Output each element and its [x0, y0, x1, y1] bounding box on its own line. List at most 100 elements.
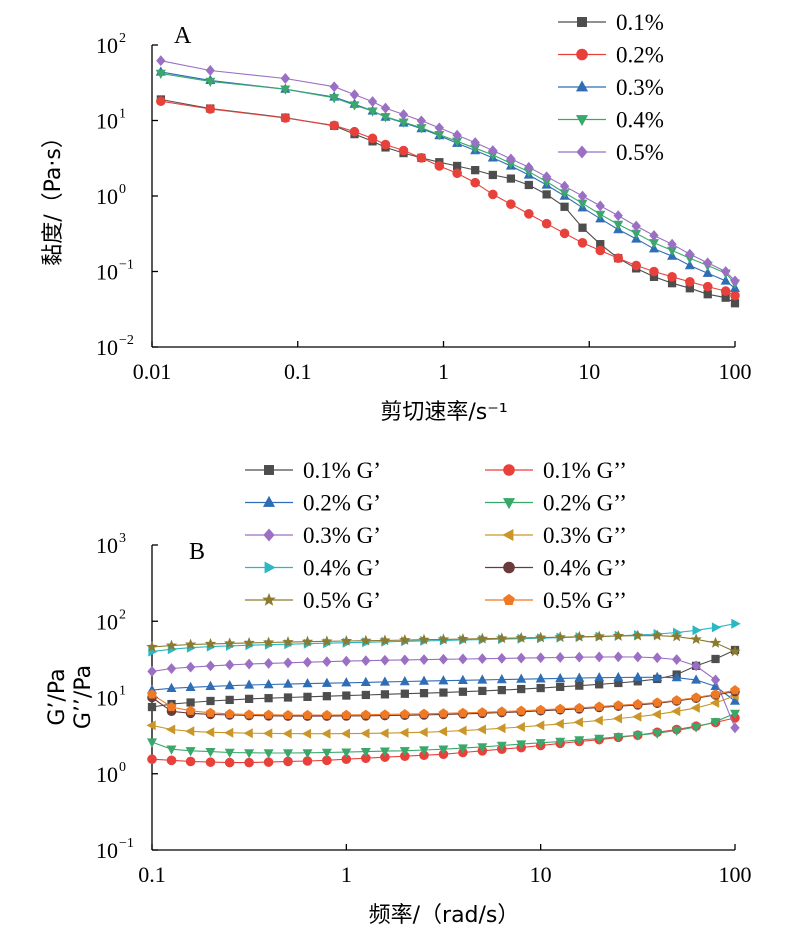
data-point	[488, 145, 498, 156]
data-point	[263, 749, 274, 759]
data-point	[555, 672, 566, 683]
x-tick-label: 0.1	[138, 862, 166, 887]
y-tick-label: 10	[96, 762, 118, 787]
legend-label: 0.4%	[616, 108, 664, 133]
series-4	[155, 69, 741, 289]
data-point	[224, 708, 235, 719]
data-point	[613, 671, 624, 682]
data-point	[225, 695, 234, 705]
y-tick-base: 10	[96, 609, 118, 634]
legend-marker	[262, 592, 276, 606]
y-tick-base: 10	[96, 184, 118, 209]
data-point	[147, 665, 157, 677]
data-point	[205, 757, 216, 767]
data-point	[497, 685, 506, 695]
data-point	[166, 701, 177, 712]
data-point	[671, 672, 682, 682]
data-point	[224, 748, 235, 759]
data-point	[593, 715, 603, 726]
data-point	[341, 748, 352, 758]
data-point	[380, 139, 391, 150]
data-point	[649, 266, 659, 277]
data-point	[506, 174, 516, 183]
data-point	[367, 96, 378, 107]
data-point	[398, 145, 409, 156]
data-point	[535, 720, 545, 731]
data-point	[147, 754, 157, 765]
y-tick-base: 10	[96, 686, 118, 711]
y-axis-title-storage: G’/Pa	[45, 668, 70, 725]
y-tick-label: 10	[96, 838, 118, 863]
series-9	[146, 629, 741, 657]
data-point	[419, 689, 429, 698]
y-tick-label: 10	[96, 686, 118, 711]
data-point	[577, 190, 588, 202]
data-point	[613, 651, 623, 663]
data-point	[438, 675, 449, 685]
data-point	[613, 733, 624, 743]
data-point	[156, 96, 166, 107]
data-point	[632, 671, 643, 682]
data-point	[457, 744, 468, 754]
data-point	[496, 632, 508, 644]
data-point	[517, 684, 526, 694]
data-point	[574, 702, 585, 713]
series-5	[147, 651, 740, 734]
data-point	[321, 677, 332, 687]
y-tick-exponent: 1	[119, 684, 126, 699]
legend-marker	[264, 465, 274, 475]
data-point	[186, 698, 195, 707]
data-point	[360, 728, 370, 739]
data-point	[671, 706, 681, 717]
legend-marker	[577, 17, 587, 27]
y-axis-title: 黏度/（Pa·s）	[41, 126, 66, 266]
x-tick-label: 100	[719, 359, 752, 384]
y-tick-exponent: −2	[119, 333, 134, 348]
data-point	[224, 680, 235, 690]
y-tick-label: 10	[96, 335, 118, 360]
data-point	[595, 680, 604, 689]
data-point	[672, 654, 682, 665]
data-point	[244, 757, 254, 768]
data-point	[282, 678, 294, 688]
data-point	[263, 757, 274, 767]
data-point	[729, 695, 741, 705]
data-point	[379, 634, 391, 646]
data-point	[398, 109, 409, 120]
data-point	[329, 120, 340, 131]
legend-marker	[264, 561, 276, 574]
legend-item: 0.2% G’	[245, 491, 381, 516]
data-point	[613, 210, 623, 222]
data-point	[702, 281, 713, 292]
data-point	[263, 709, 274, 719]
data-point	[477, 674, 488, 684]
data-point	[204, 727, 215, 738]
data-point	[632, 711, 642, 722]
data-point	[438, 745, 449, 755]
data-point	[185, 756, 196, 767]
panel-label-a: A	[174, 23, 192, 49]
data-point	[244, 694, 254, 703]
data-point	[577, 237, 588, 248]
data-point	[418, 727, 428, 738]
data-point	[471, 166, 480, 175]
data-point	[205, 65, 215, 76]
y-tick-exponent: 2	[119, 607, 126, 622]
data-point	[244, 709, 254, 719]
data-point	[224, 757, 235, 768]
data-point	[651, 709, 661, 720]
data-point	[702, 267, 713, 277]
data-point	[710, 689, 721, 699]
data-point	[612, 630, 625, 641]
data-point	[595, 245, 606, 256]
data-point	[555, 737, 566, 748]
data-point	[434, 122, 444, 134]
data-point	[380, 690, 390, 699]
data-point	[205, 660, 216, 672]
data-point	[516, 705, 527, 715]
legend-item: 0.5%	[558, 140, 664, 165]
data-point	[730, 722, 740, 734]
data-point	[341, 655, 351, 667]
x-tick-label: 10	[578, 359, 600, 384]
